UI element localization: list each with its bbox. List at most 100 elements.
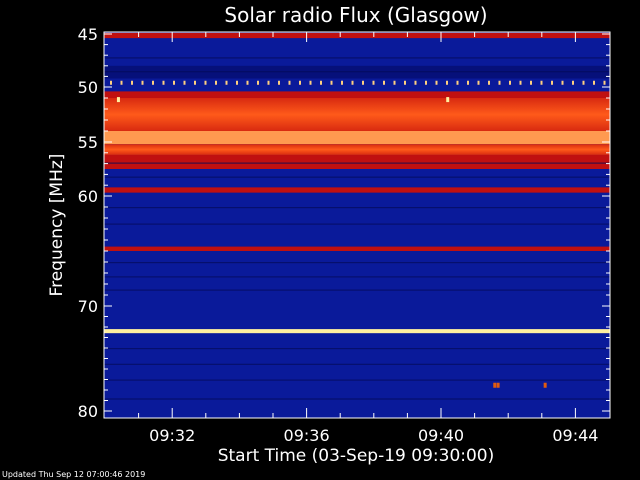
calibration-dot — [488, 80, 490, 85]
calibration-dot — [456, 80, 459, 85]
y-tick-label: 70 — [78, 297, 98, 316]
spectrum-band — [104, 131, 610, 145]
x-tick-label: 09:40 — [418, 426, 464, 445]
calibration-dot — [519, 80, 522, 85]
calibration-dot — [257, 80, 259, 85]
spectrum-band — [104, 154, 610, 169]
spectrum-band — [104, 329, 610, 334]
x-axis-label: Start Time (03-Sep-19 09:30:00) — [218, 446, 495, 466]
x-axis-ticks: 09:32 09:36 09:40 09:44 — [138, 32, 598, 445]
calibration-dot — [540, 80, 543, 85]
band-streak — [104, 71, 610, 73]
calibration-dot — [288, 80, 291, 85]
calibration-dot — [341, 80, 343, 85]
band-streak — [104, 162, 610, 164]
calibration-dot — [320, 80, 322, 85]
y-axis-ticks: 45 50 55 60 70 80 — [78, 25, 610, 421]
spectrum-band — [104, 91, 610, 98]
calibration-dot — [236, 80, 238, 85]
calibration-dot — [551, 80, 553, 85]
calibration-dot — [194, 80, 196, 85]
calibration-dot — [404, 80, 406, 85]
chart-title: Solar radio Flux (Glasgow) — [224, 3, 487, 27]
spectrogram-bands — [104, 32, 610, 411]
calibration-dot — [330, 80, 333, 85]
band-streak — [104, 379, 610, 381]
calibration-dot — [309, 80, 312, 85]
calibration-dot — [225, 80, 228, 85]
band-streak — [104, 289, 610, 291]
calibration-dot — [152, 80, 154, 85]
calibration-dot — [446, 80, 448, 85]
calibration-dot — [393, 80, 396, 85]
calibration-dot — [173, 80, 175, 85]
calibration-dot — [603, 80, 606, 85]
calibration-dot — [267, 80, 270, 85]
calibration-dot — [246, 80, 249, 85]
calibration-dot — [582, 80, 585, 85]
calibration-dot — [362, 80, 364, 85]
calibration-dot — [120, 80, 123, 85]
spectrum-band — [104, 38, 610, 66]
spectrum-band — [104, 144, 610, 155]
plot-frame — [103, 31, 611, 419]
calibration-dot — [467, 80, 469, 85]
band-streak — [104, 348, 610, 350]
y-tick-label: 45 — [78, 25, 98, 44]
burst-marker — [493, 382, 497, 388]
burst-markers — [116, 97, 547, 388]
spectrum-band — [104, 246, 610, 251]
burst-marker — [543, 382, 547, 388]
calibration-dot — [183, 80, 186, 85]
spectrum-band — [104, 333, 610, 411]
band-streak — [104, 176, 610, 178]
calibration-dot — [383, 80, 385, 85]
band-streak — [104, 363, 610, 365]
calibration-dot — [414, 80, 417, 85]
calibration-dot — [509, 80, 511, 85]
burst-marker — [116, 97, 120, 103]
band-streak — [104, 276, 610, 278]
calibration-dot — [593, 80, 595, 85]
x-tick-label: 09:44 — [552, 426, 598, 445]
y-tick-label: 55 — [78, 133, 98, 152]
calibration-dot — [110, 80, 112, 85]
calibration-dot — [498, 80, 501, 85]
calibration-dot — [131, 80, 133, 85]
x-tick-label: 09:36 — [284, 426, 330, 445]
y-tick-label: 50 — [78, 78, 98, 97]
band-streak — [104, 207, 610, 209]
calibration-dot — [530, 80, 532, 85]
calibration-dot — [215, 80, 217, 85]
y-tick-label: 80 — [78, 402, 98, 421]
spectrum-band — [104, 169, 610, 188]
calibration-dots — [110, 80, 606, 85]
spectrum-band — [104, 187, 610, 193]
calibration-dot — [141, 80, 144, 85]
spectrum-band — [104, 32, 610, 39]
calibration-dot — [477, 80, 480, 85]
calibration-dot — [351, 80, 354, 85]
y-axis-label: Frequency [MHz] — [47, 154, 67, 297]
calibration-dot — [572, 80, 574, 85]
spectrum-band — [104, 78, 610, 92]
spectrum-band — [104, 98, 610, 131]
band-streak — [104, 398, 610, 400]
calibration-dot — [299, 80, 301, 85]
updated-timestamp: Updated Thu Sep 12 07:00:46 2019 — [2, 470, 145, 479]
calibration-dot — [204, 80, 207, 85]
calibration-dot — [435, 80, 438, 85]
band-streak — [104, 223, 610, 225]
x-tick-label: 09:32 — [149, 426, 195, 445]
calibration-dot — [561, 80, 564, 85]
band-streak — [104, 57, 610, 59]
burst-marker — [496, 382, 500, 388]
calibration-dot — [372, 80, 375, 85]
calibration-dot — [278, 80, 280, 85]
burst-marker — [446, 97, 450, 103]
y-tick-label: 60 — [78, 187, 98, 206]
calibration-dot — [425, 80, 427, 85]
calibration-dot — [162, 80, 165, 85]
spectrum-band — [104, 192, 610, 247]
